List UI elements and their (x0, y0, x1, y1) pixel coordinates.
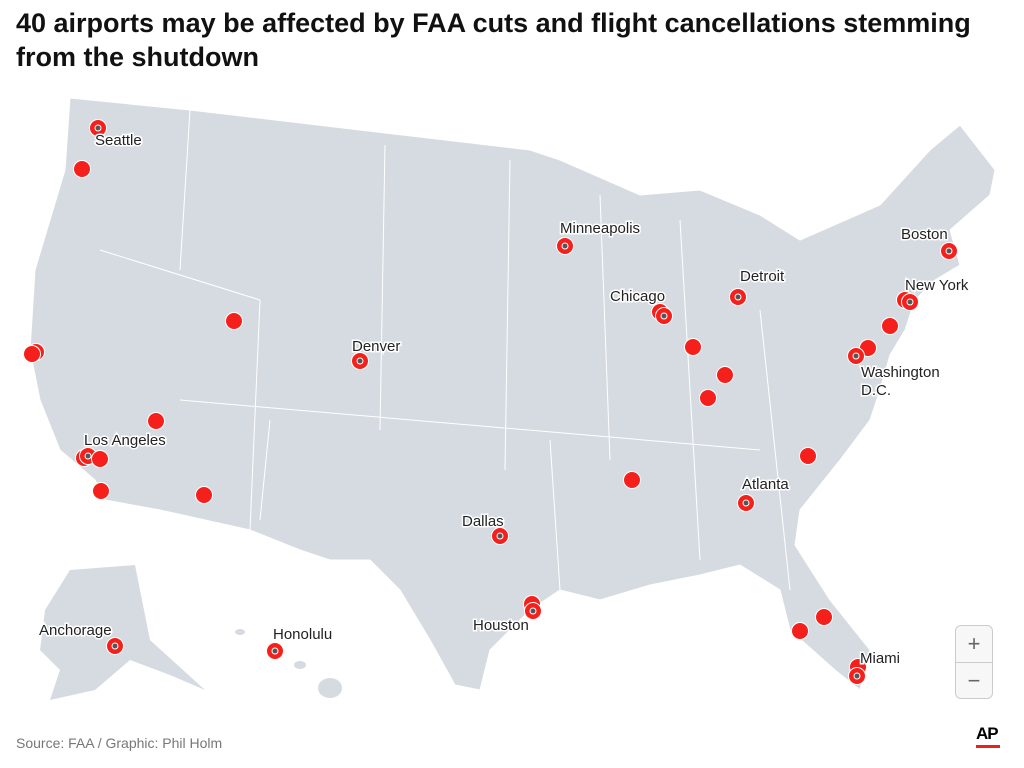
city-label: D.C. (861, 382, 891, 399)
us-map[interactable]: Seattle Minneapolis Boston Detroit Chica… (0, 80, 1024, 720)
airport-markers (23, 119, 958, 685)
airport-marker[interactable] (23, 345, 41, 363)
zoom-controls: + − (955, 625, 993, 699)
city-label: Denver (352, 338, 400, 355)
city-label: New York (905, 277, 969, 294)
hawaii-island (318, 678, 342, 698)
city-label: Boston (901, 226, 948, 243)
land (29, 97, 996, 700)
airport-marker[interactable] (881, 317, 899, 335)
city-hub-dot (94, 124, 102, 132)
zoom-out-button[interactable]: − (956, 662, 992, 698)
city-label: Minneapolis (560, 220, 640, 237)
city-label: Miami (860, 650, 900, 667)
airport-marker[interactable] (623, 471, 641, 489)
airport-marker[interactable] (225, 312, 243, 330)
city-label: Atlanta (742, 476, 789, 493)
zoom-in-button[interactable]: + (967, 631, 981, 656)
city-label: Washington (861, 364, 940, 381)
ap-logo-underline (976, 745, 1000, 748)
city-hub-dot (660, 312, 668, 320)
city-hub-dot (84, 452, 92, 460)
source-note: Source: FAA / Graphic: Phil Holm (16, 735, 223, 751)
city-label: Seattle (95, 132, 142, 149)
airport-marker[interactable] (91, 450, 109, 468)
city-labels: Seattle Minneapolis Boston Detroit Chica… (38, 131, 971, 669)
city-label: Honolulu (273, 626, 332, 643)
city-hub-dot (356, 357, 364, 365)
airport-marker[interactable] (815, 608, 833, 626)
airport-marker[interactable] (147, 412, 165, 430)
ap-logo: AP (976, 724, 999, 743)
airport-marker[interactable] (699, 389, 717, 407)
city-label: Los Angeles (84, 432, 166, 449)
city-hub-dot (111, 642, 119, 650)
page-title: 40 airports may be affected by FAA cuts … (16, 8, 971, 72)
city-label: Dallas (462, 513, 504, 530)
city-label: Anchorage (39, 622, 112, 639)
city-hub-dot (853, 672, 861, 680)
city-label: Detroit (740, 268, 785, 285)
city-hub-dot (734, 293, 742, 301)
city-hub-dot (945, 247, 953, 255)
airport-marker[interactable] (799, 447, 817, 465)
city-hub-dot (852, 352, 860, 360)
city-hub-dot (271, 647, 279, 655)
airport-marker[interactable] (73, 160, 91, 178)
city-hub-dot (561, 242, 569, 250)
contiguous-us-shape (29, 97, 996, 691)
airport-marker[interactable] (791, 622, 809, 640)
hawaii-island (294, 661, 306, 669)
state-borders (99, 109, 791, 591)
airport-marker[interactable] (716, 366, 734, 384)
city-hub-dot (496, 532, 504, 540)
alaska-shape (40, 565, 205, 700)
city-hub-dot (906, 298, 914, 306)
airport-marker[interactable] (684, 338, 702, 356)
city-hub-dot (742, 499, 750, 507)
hawaii-island (235, 629, 245, 635)
airport-marker[interactable] (195, 486, 213, 504)
city-label: Chicago (610, 288, 665, 305)
city-label: Houston (473, 617, 529, 634)
city-hub-dot (529, 607, 537, 615)
airport-marker[interactable] (92, 482, 110, 500)
